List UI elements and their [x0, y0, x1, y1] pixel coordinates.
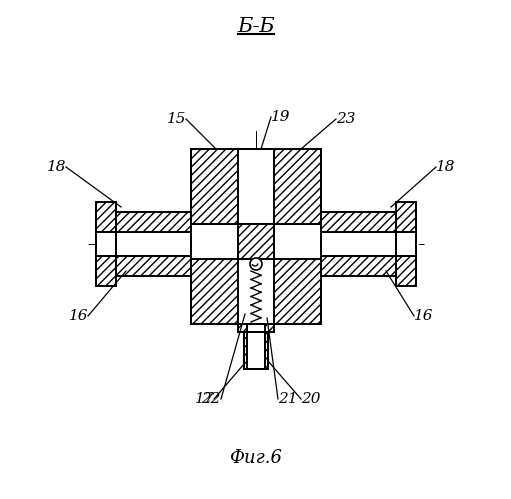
- Text: 19: 19: [271, 110, 290, 124]
- Polygon shape: [238, 149, 274, 224]
- Polygon shape: [116, 212, 191, 232]
- Text: 20: 20: [301, 392, 320, 406]
- Polygon shape: [191, 224, 321, 259]
- Polygon shape: [191, 149, 238, 224]
- Polygon shape: [191, 259, 238, 324]
- Polygon shape: [238, 324, 247, 332]
- Polygon shape: [274, 259, 321, 324]
- Polygon shape: [96, 232, 116, 256]
- Polygon shape: [396, 202, 416, 232]
- Text: Фиг.6: Фиг.6: [229, 449, 283, 467]
- Circle shape: [250, 258, 262, 270]
- Text: Б-Б: Б-Б: [237, 17, 275, 36]
- Polygon shape: [396, 256, 416, 286]
- Text: 15: 15: [167, 112, 186, 126]
- Text: 18: 18: [436, 160, 455, 174]
- Text: 22: 22: [201, 392, 221, 406]
- Polygon shape: [96, 202, 116, 232]
- Polygon shape: [396, 232, 416, 256]
- Polygon shape: [116, 232, 191, 256]
- Text: 17: 17: [195, 392, 214, 406]
- Polygon shape: [247, 324, 265, 332]
- Polygon shape: [238, 259, 274, 324]
- Polygon shape: [265, 324, 274, 332]
- Polygon shape: [274, 149, 321, 224]
- Polygon shape: [274, 224, 321, 259]
- Text: 16: 16: [68, 309, 88, 323]
- Text: 21: 21: [278, 392, 297, 406]
- Polygon shape: [321, 256, 396, 276]
- Polygon shape: [321, 232, 396, 256]
- Text: 23: 23: [336, 112, 356, 126]
- Polygon shape: [321, 212, 396, 232]
- Polygon shape: [265, 332, 268, 369]
- Polygon shape: [96, 256, 116, 286]
- Polygon shape: [191, 224, 238, 259]
- Polygon shape: [238, 224, 274, 259]
- Text: 18: 18: [47, 160, 66, 174]
- Polygon shape: [244, 332, 247, 369]
- Text: 16: 16: [414, 309, 433, 323]
- Polygon shape: [116, 256, 191, 276]
- Polygon shape: [247, 332, 265, 369]
